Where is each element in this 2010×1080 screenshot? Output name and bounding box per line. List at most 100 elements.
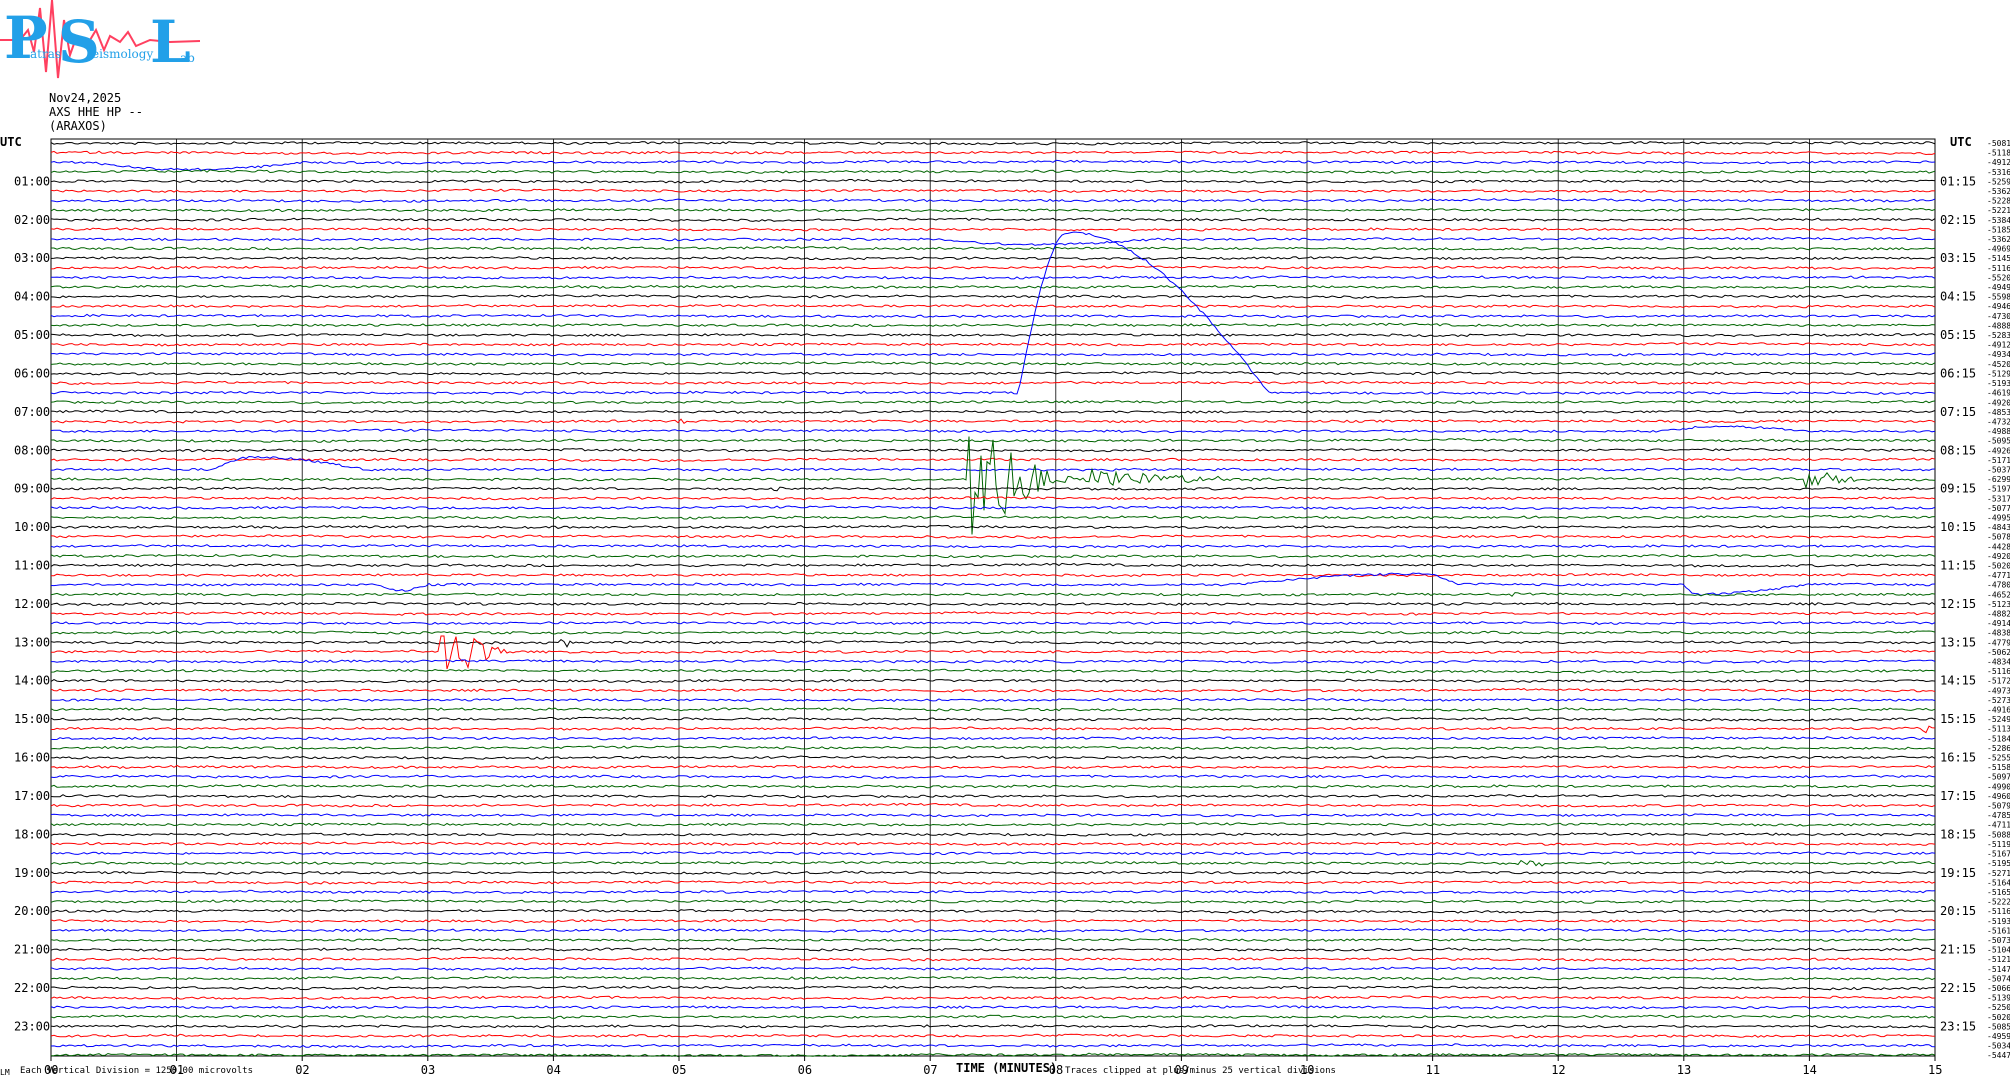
hour-label-right: 03:15 (1940, 251, 1976, 265)
trace-line (51, 697, 1936, 702)
trace-offset-label: -4934 (1987, 350, 2010, 359)
logo-text-atras: atras (30, 47, 61, 61)
hour-label-left: 05:00 (14, 328, 50, 342)
utc-left-label: UTC (0, 135, 22, 149)
trace-line (50, 985, 1936, 991)
trace-offset-label: -5249 (1987, 715, 2010, 724)
trace-line (50, 169, 1936, 174)
x-tick-label: 05 (672, 1063, 686, 1077)
trace-line (50, 764, 1936, 770)
trace-offset-label: -5097 (1987, 773, 2010, 782)
hour-label-left: 04:00 (14, 290, 50, 304)
logo-letter-l: L (150, 8, 191, 76)
trace-offset-label: -4780 (1987, 581, 2010, 590)
trace-line (50, 572, 1936, 596)
trace-offset-label: -4779 (1987, 638, 2010, 647)
trace-offset-label: -5020 (1987, 1013, 2010, 1022)
hour-label-right: 05:15 (1940, 328, 1976, 342)
trace-line (50, 802, 1936, 808)
hour-label-right: 22:15 (1940, 981, 1976, 995)
trace-line (50, 543, 1936, 549)
trace-line (50, 514, 1936, 520)
trace-offset-label: -5195 (1987, 859, 2010, 868)
x-tick-label: 02 (295, 1063, 309, 1077)
hour-label-left: 22:00 (14, 981, 50, 995)
trace-offset-label: -5020 (1987, 561, 2010, 570)
x-tick-label: 03 (421, 1063, 435, 1077)
seismogram-traces (50, 140, 1936, 1058)
trace-line (50, 630, 1936, 635)
trace-offset-label: -5158 (1987, 763, 2010, 772)
trace-line (50, 889, 1936, 894)
header-date: Nov24,2025 (49, 91, 122, 105)
logo-text-eismology: eismology (92, 47, 153, 61)
trace-offset-label: -4888 (1987, 321, 2010, 330)
trace-line (50, 455, 1936, 472)
hour-label-left: 16:00 (14, 751, 50, 765)
trace-line (50, 716, 1936, 722)
x-tick-label: 12 (1551, 1063, 1565, 1077)
trace-offset-label: -5185 (1987, 225, 2010, 234)
trace-line (50, 1024, 1936, 1029)
hour-label-left: 06:00 (14, 366, 50, 380)
trace-line (50, 178, 1936, 184)
hour-label-right: 23:15 (1940, 1019, 1976, 1033)
trace-offset-label: -6299 (1987, 475, 2010, 484)
trace-offset-label: -5165 (1987, 888, 2010, 897)
trace-offset-label: -5273 (1987, 696, 2010, 705)
trace-offset-label: -4771 (1987, 571, 2010, 580)
hour-label-right: 19:15 (1940, 866, 1976, 880)
hour-label-left: 12:00 (14, 597, 50, 611)
logo-letter-p: P (4, 4, 48, 72)
trace-line (50, 256, 1936, 261)
trace-offset-label: -4946 (1987, 302, 2010, 311)
trace-offset-label: -5193 (1987, 917, 2010, 926)
trace-line (50, 361, 1936, 366)
trace-offset-label: -4995 (1987, 513, 2010, 522)
hour-label-right: 12:15 (1940, 597, 1976, 611)
trace-offset-label: -5259 (1987, 177, 2010, 186)
trace-offset-label: -5222 (1987, 898, 2010, 907)
hour-label-right: 09:15 (1940, 482, 1976, 496)
trace-line (50, 188, 1936, 194)
x-tick-label: 07 (923, 1063, 937, 1077)
hour-label-right: 11:15 (1940, 558, 1976, 572)
trace-line (50, 937, 1936, 943)
trace-offset-label: -5197 (1987, 485, 2010, 494)
plot-frame (50, 138, 1936, 1057)
trace-line (50, 813, 1936, 818)
trace-offset-label: -5167 (1987, 850, 2010, 859)
trace-offset-label: -5123 (1987, 600, 2010, 609)
trace-offset-label: -4652 (1987, 590, 2010, 599)
trace-offset-label: -5104 (1987, 946, 2010, 955)
trace-offset-label: -5147 (1987, 965, 2010, 974)
trace-offset-label: -5250 (1987, 1003, 2010, 1012)
trace-offset-label: -5255 (1987, 754, 2010, 763)
trace-line (50, 638, 1936, 648)
station-header: Nov24,2025 AXS HHE HP -- (ARAXOS) (49, 91, 143, 133)
trace-offset-label: -4912 (1987, 341, 2010, 350)
trace-offset-label: -4920 (1987, 552, 2010, 561)
hour-label-right: 10:15 (1940, 520, 1976, 534)
trace-offset-label: -4838 (1987, 629, 2010, 638)
trace-offset-label: -4959 (1987, 1032, 2010, 1041)
trace-offset-label: -4920 (1987, 398, 2010, 407)
trace-line (50, 140, 1936, 146)
trace-line (50, 227, 1936, 232)
trace-offset-label: -5095 (1987, 437, 2010, 446)
hour-label-left: 10:00 (14, 520, 50, 534)
hour-label-right: 17:15 (1940, 789, 1976, 803)
trace-offset-label: -4730 (1987, 312, 2010, 321)
trace-line (50, 1005, 1936, 1010)
trace-offset-label: -5193 (1987, 379, 2010, 388)
trace-offset-label: -4960 (1987, 792, 2010, 801)
trace-line (50, 859, 1936, 867)
x-tick-label: 04 (546, 1063, 560, 1077)
x-tick-label: 09 (1174, 1063, 1188, 1077)
trace-line (50, 418, 1936, 424)
hour-label-left: 21:00 (14, 943, 50, 957)
trace-line (50, 687, 1936, 693)
trace-offset-label: -5062 (1987, 648, 2010, 657)
trace-offset-label: -4926 (1987, 446, 2010, 455)
